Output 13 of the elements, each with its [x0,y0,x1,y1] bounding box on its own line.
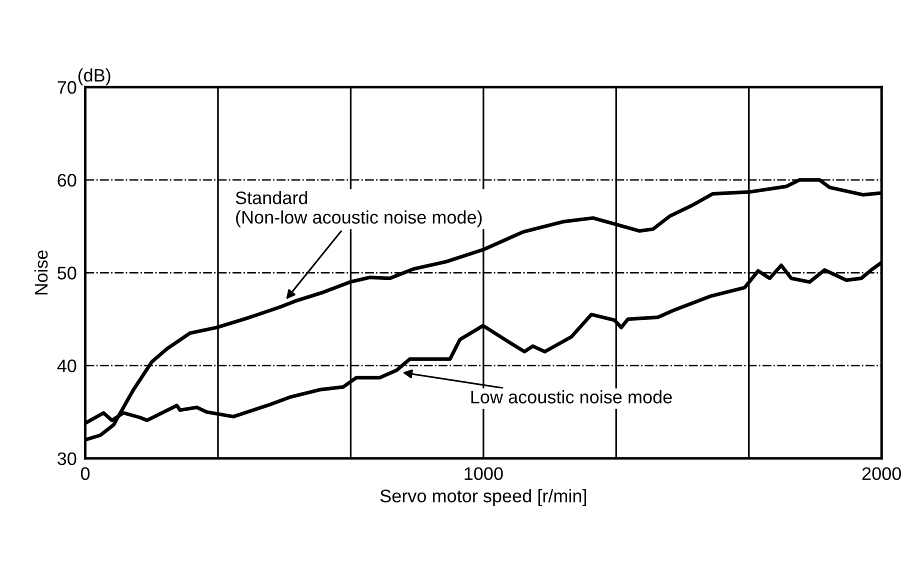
y-tick-label: 60 [58,174,76,187]
text: (dB) [78,68,110,86]
y-tick-label: 40 [57,360,76,372]
x-tick-label: 1000 [464,467,503,480]
annotation: Low acoustic noise mode [471,390,672,404]
x-axis-title: Servo motor speed [r/min] [380,489,586,506]
annotation: Standard (Non-low acoustic noise mode) [236,190,482,228]
y-tick-label: 70 [58,81,76,94]
x-tick-label: 0 [80,467,90,480]
x-tick-label: 2000 [862,467,901,480]
y-tick-label: 50 [58,266,76,280]
y-axis-title: Noise [34,250,48,294]
y-tick-label: 30 [58,452,76,466]
